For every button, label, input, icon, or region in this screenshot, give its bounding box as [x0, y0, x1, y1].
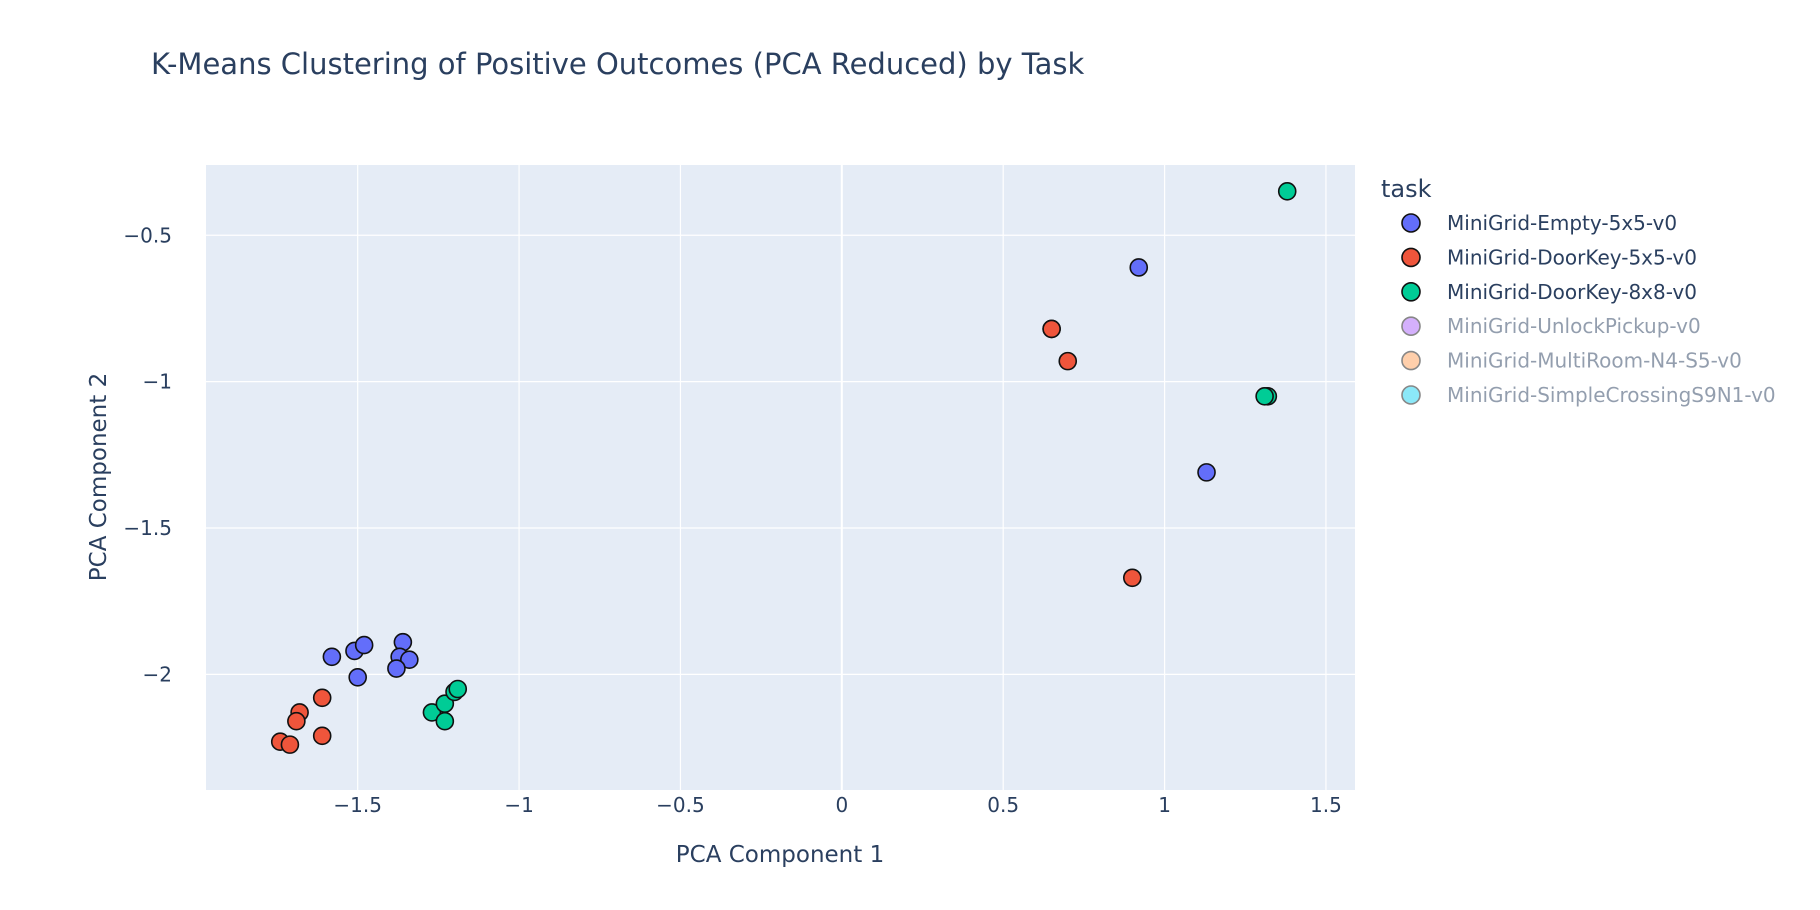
- y-axis-title: PCA Component 2: [86, 373, 112, 581]
- legend-label: MiniGrid-SimpleCrossingS9N1-v0: [1447, 383, 1776, 407]
- legend-items: MiniGrid-Empty-5x5-v0 MiniGrid-DoorKey-5x…: [1401, 211, 1776, 407]
- data-point[interactable]: [1042, 319, 1061, 339]
- legend-marker-icon: [1401, 247, 1421, 268]
- legend-label: MiniGrid-MultiRoom-N4-S5-v0: [1447, 349, 1742, 373]
- legend-label: MiniGrid-DoorKey-5x5-v0: [1447, 245, 1697, 269]
- data-point[interactable]: [400, 650, 419, 670]
- y-tick-label: −1.5: [123, 516, 172, 540]
- legend-title: task: [1381, 175, 1432, 203]
- legend-marker-icon: [1401, 213, 1421, 233]
- legend-item[interactable]: MiniGrid-UnlockPickup-v0: [1401, 314, 1701, 338]
- plot-area[interactable]: [206, 165, 1355, 790]
- data-point[interactable]: [348, 667, 367, 687]
- legend-item[interactable]: MiniGrid-MultiRoom-N4-S5-v0: [1401, 349, 1742, 373]
- legend-marker-icon: [1401, 281, 1421, 302]
- axis-ticks: −1.5 −1 −0.5 0 0.5 1 1.5 −0.5 −1 −1.5 −2: [123, 223, 1341, 817]
- data-point[interactable]: [435, 711, 455, 731]
- legend-item[interactable]: MiniGrid-DoorKey-5x5-v0: [1401, 245, 1697, 269]
- y-tick-label: −0.5: [123, 223, 172, 247]
- x-tick-label: 0: [835, 793, 848, 817]
- data-point[interactable]: [312, 688, 332, 708]
- x-tick-label: −1.5: [333, 793, 382, 817]
- legend-marker-icon: [1401, 385, 1421, 405]
- data-point[interactable]: [312, 726, 332, 746]
- data-point[interactable]: [422, 703, 442, 722]
- x-axis-title: PCA Component 1: [676, 842, 884, 868]
- data-point[interactable]: [387, 659, 406, 678]
- data-point[interactable]: [1197, 463, 1216, 482]
- data-point[interactable]: [1058, 351, 1078, 371]
- data-point[interactable]: [1255, 386, 1274, 406]
- legend-item[interactable]: MiniGrid-DoorKey-8x8-v0: [1401, 280, 1697, 304]
- data-point[interactable]: [354, 635, 374, 655]
- data-points: [270, 182, 1297, 754]
- x-tick-label: 1: [1158, 793, 1171, 817]
- data-point[interactable]: [280, 735, 300, 754]
- x-tick-label: −1: [504, 793, 533, 817]
- series-MiniGrid-Empty-5x5-v0: [322, 258, 1216, 687]
- legend-item[interactable]: MiniGrid-SimpleCrossingS9N1-v0: [1401, 383, 1776, 407]
- data-point[interactable]: [1123, 568, 1142, 588]
- y-tick-label: −2: [143, 662, 172, 686]
- x-tick-label: 0.5: [987, 793, 1019, 817]
- series-MiniGrid-DoorKey-8x8-v0: [422, 182, 1297, 731]
- legend-label: MiniGrid-Empty-5x5-v0: [1447, 211, 1677, 235]
- data-point[interactable]: [448, 679, 468, 699]
- legend-item[interactable]: MiniGrid-Empty-5x5-v0: [1401, 211, 1677, 235]
- data-point[interactable]: [1129, 258, 1149, 277]
- legend-marker-icon: [1401, 316, 1421, 337]
- data-point[interactable]: [287, 711, 306, 731]
- legend: task MiniGrid-Empty-5x5-v0 MiniGrid-DoorK…: [1381, 175, 1776, 407]
- data-point[interactable]: [1277, 182, 1297, 201]
- legend-marker-icon: [1401, 350, 1421, 371]
- series-MiniGrid-DoorKey-5x5-v0: [270, 319, 1142, 754]
- y-tick-label: −1: [143, 370, 172, 394]
- data-point[interactable]: [322, 647, 342, 667]
- chart-title: K-Means Clustering of Positive Outcomes …: [151, 47, 1085, 81]
- x-tick-label: 1.5: [1310, 793, 1342, 817]
- legend-label: MiniGrid-DoorKey-8x8-v0: [1447, 280, 1697, 304]
- legend-label: MiniGrid-UnlockPickup-v0: [1447, 314, 1701, 338]
- x-tick-label: −0.5: [656, 793, 705, 817]
